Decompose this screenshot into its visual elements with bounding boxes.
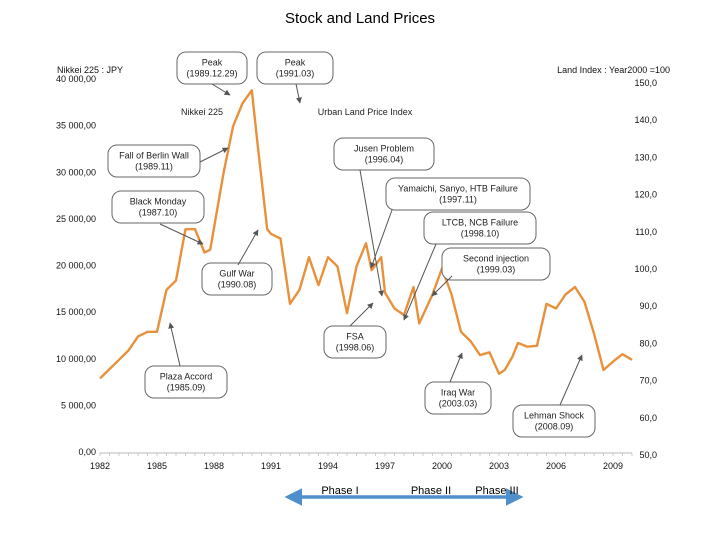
callout-text: Lehman Shock (524, 411, 585, 421)
callout-text: Yamaichi, Sanyo, HTB Failure (398, 184, 518, 194)
left-tick-label: 25 000,00 (56, 214, 96, 224)
right-tick-label: 60,0 (639, 413, 657, 423)
right-tick-label: 50,0 (639, 450, 657, 460)
left-tick-label: 15 000,00 (56, 307, 96, 317)
callout-box (201, 262, 273, 296)
x-tick-label: 2000 (432, 461, 452, 471)
phase-label: Phase II (411, 485, 451, 497)
callout-box (512, 404, 596, 438)
callout-text: Iraq War (441, 388, 475, 398)
callout-text: (1997.11) (439, 195, 477, 205)
callout-arrow (211, 83, 231, 96)
callout-text: (1985.09) (167, 383, 206, 393)
callout-box (333, 137, 435, 171)
left-tick-label: 0,00 (78, 447, 96, 457)
left-tick-label: 35 000,00 (56, 121, 96, 131)
callout-box (107, 144, 201, 178)
callout-text: Fall of Berlin Wall (119, 151, 189, 161)
x-tick-label: 1994 (318, 461, 338, 471)
callout-box (256, 51, 334, 85)
right-tick-label: 70,0 (639, 376, 657, 386)
callout-text: (1991.03) (276, 69, 315, 79)
callout-text: FSA (346, 332, 364, 342)
callout-text: Peak (285, 58, 306, 68)
callout-box (385, 177, 531, 211)
callout-box (424, 381, 492, 415)
right-axis-label: Land Index : Year2000 =100 (557, 65, 670, 75)
callout-text: Second injection (463, 254, 529, 264)
callout-text: (1999.03) (477, 265, 516, 275)
callout-text: (1996.04) (365, 155, 404, 165)
callout-text: (1990.08) (218, 280, 257, 290)
phase-label: Phase III (475, 485, 518, 497)
chart-title: Stock and Land Prices (285, 10, 435, 27)
right-tick-label: 150,0 (634, 78, 657, 88)
callout-box (144, 365, 228, 399)
right-tick-label: 90,0 (639, 301, 657, 311)
x-tick-label: 1982 (90, 461, 110, 471)
left-axis-label: Nikkei 225 : JPY (57, 65, 123, 75)
x-tick-label: 2009 (603, 461, 623, 471)
callout-text: (1998.06) (336, 343, 375, 353)
x-tick-label: 1985 (147, 461, 167, 471)
callout-text: Plaza Accord (160, 372, 213, 382)
callout-text: Jusen Problem (354, 144, 414, 154)
left-tick-label: 5 000,00 (61, 400, 96, 410)
callout-arrow (449, 352, 463, 383)
left-tick-label: 10 000,00 (56, 354, 96, 364)
callout-arrow (559, 354, 583, 406)
left-tick-label: 20 000,00 (56, 261, 96, 271)
callout-box (423, 211, 537, 245)
callout-box (441, 247, 551, 281)
callout-text: Peak (202, 58, 223, 68)
right-tick-label: 120,0 (634, 190, 657, 200)
x-tick-label: 2003 (489, 461, 509, 471)
callout-text: (1989.12.29) (186, 69, 237, 79)
callout-box (111, 190, 205, 224)
x-tick-label: 2006 (546, 461, 566, 471)
callout-box (323, 325, 387, 359)
callout-arrow (431, 275, 453, 297)
nikkei-series-line (99, 89, 633, 380)
callout-text: (2003.03) (439, 399, 478, 409)
callout-text: (2008.09) (535, 422, 574, 432)
right-tick-label: 140,0 (634, 115, 657, 125)
callout-text: LTCB, NCB Failure (442, 218, 518, 228)
callout-text: Nikkei 225 (181, 107, 223, 117)
callout-text: Black Monday (130, 197, 187, 207)
callout-arrow (168, 322, 181, 367)
left-tick-label: 30 000,00 (56, 167, 96, 177)
callout-text: (1987.10) (139, 208, 178, 218)
x-tick-label: 1988 (204, 461, 224, 471)
callout-arrow (359, 169, 385, 297)
x-tick-label: 1991 (261, 461, 281, 471)
right-tick-label: 80,0 (639, 338, 657, 348)
callout-arrow (349, 302, 374, 327)
callout-arrow (370, 209, 393, 269)
callout-arrow (295, 83, 302, 104)
right-tick-label: 100,0 (634, 264, 657, 274)
right-tick-label: 110,0 (635, 227, 657, 237)
right-tick-label: 130,0 (634, 152, 657, 162)
left-tick-label: 40 000,00 (56, 74, 96, 84)
callout-arrow (403, 243, 437, 321)
callout-arrow (199, 147, 229, 163)
callout-text: (1998.10) (461, 229, 500, 239)
callout-text: Urban Land Price Index (318, 107, 413, 117)
callout-arrow (159, 223, 204, 245)
x-tick-label: 1997 (375, 461, 395, 471)
callout-text: Gulf War (219, 269, 254, 279)
phase-label: Phase I (321, 485, 358, 497)
callout-text: (1989.11) (135, 162, 173, 172)
callout-arrow (237, 229, 259, 266)
